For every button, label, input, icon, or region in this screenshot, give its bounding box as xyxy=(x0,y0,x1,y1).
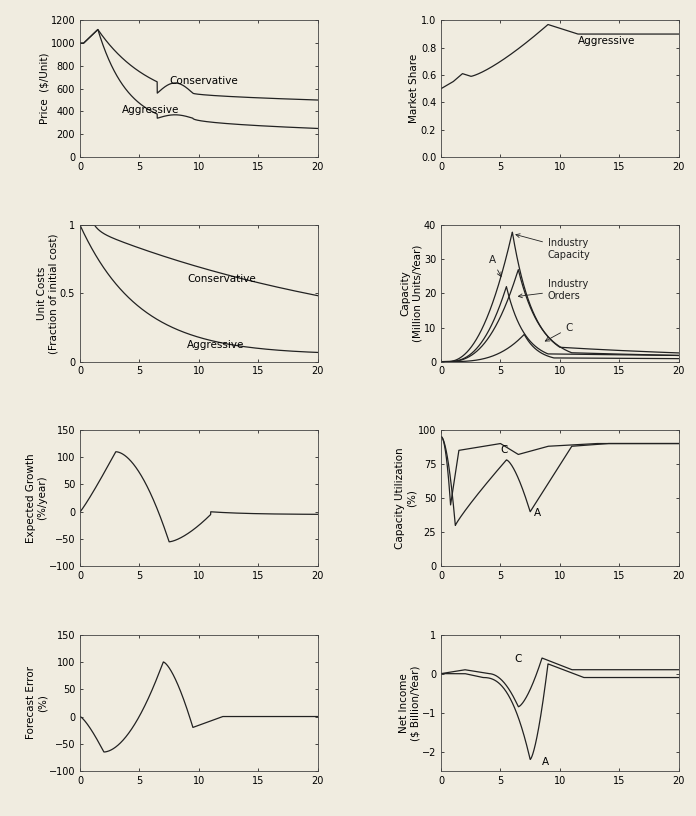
Text: A: A xyxy=(489,255,501,277)
Text: Conservative: Conservative xyxy=(187,274,255,285)
Y-axis label: Capacity
(Million Units/Year): Capacity (Million Units/Year) xyxy=(401,245,422,342)
Y-axis label: Market Share: Market Share xyxy=(409,54,420,123)
Text: Aggressive: Aggressive xyxy=(578,36,635,46)
Y-axis label: Forecast Error
(%): Forecast Error (%) xyxy=(26,667,47,739)
Y-axis label: Expected Growth
(%/year): Expected Growth (%/year) xyxy=(26,454,47,543)
Text: C: C xyxy=(545,323,573,341)
Y-axis label: Capacity Utilization
(%): Capacity Utilization (%) xyxy=(395,447,416,549)
Y-axis label: Unit Costs
(Fraction of initial cost): Unit Costs (Fraction of initial cost) xyxy=(37,233,58,353)
Text: Aggressive: Aggressive xyxy=(122,104,179,114)
Text: Industry
Capacity: Industry Capacity xyxy=(516,233,591,259)
Text: C: C xyxy=(515,654,522,664)
Text: Aggressive: Aggressive xyxy=(187,340,244,350)
Y-axis label: Net Income
($ Billion/Year): Net Income ($ Billion/Year) xyxy=(399,665,420,741)
Y-axis label: Price  ($/Unit): Price ($/Unit) xyxy=(39,53,49,124)
Text: Industry
Orders: Industry Orders xyxy=(519,279,588,301)
Text: A: A xyxy=(542,757,549,767)
Text: A: A xyxy=(534,508,541,518)
Text: Conservative: Conservative xyxy=(169,76,238,86)
Text: C: C xyxy=(500,445,508,455)
